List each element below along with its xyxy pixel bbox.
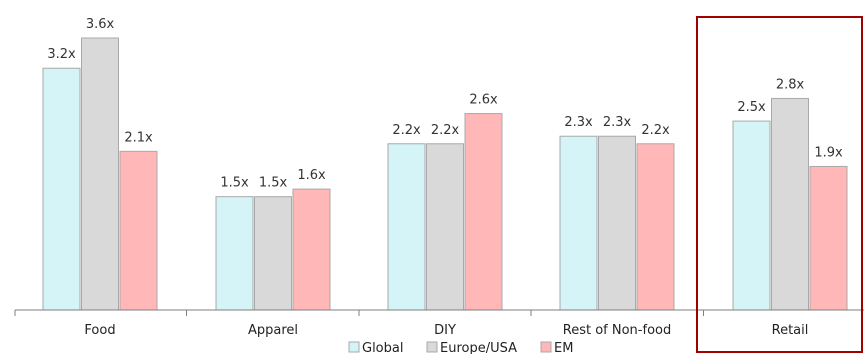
- category-label-retail: Retail: [772, 323, 809, 338]
- category-label-apparel: Apparel: [248, 323, 298, 338]
- bar-retail-global: [732, 120, 771, 311]
- value-label-retail-global: 2.5x: [737, 100, 766, 115]
- legend-label-em: EM: [554, 341, 573, 354]
- legend-label-global: Global: [362, 341, 403, 354]
- legend-swatch-global: [348, 341, 360, 353]
- category-label-rest-of-non-food: Rest of Non-food: [563, 323, 671, 338]
- legend-label-europe-usa: Europe/USA: [440, 341, 517, 354]
- value-label-diy-global: 2.2x: [392, 123, 421, 138]
- legend-swatch-europe-usa: [426, 341, 438, 353]
- category-label-diy: DIY: [434, 323, 456, 338]
- bar-apparel-europe-usa: [254, 196, 292, 311]
- bar-food-em: [119, 150, 158, 311]
- bar-diy-europe-usa: [426, 143, 464, 311]
- value-label-food-em: 2.1x: [124, 130, 153, 145]
- bar-diy-global: [387, 143, 426, 311]
- bars-layer: [42, 37, 848, 311]
- bar-food-europe-usa: [81, 37, 119, 311]
- bar-apparel-em: [292, 188, 331, 311]
- x-axis: [14, 309, 864, 316]
- bar-rest-of-non-food-global: [559, 135, 598, 311]
- value-label-food-europe-usa: 3.6x: [86, 17, 115, 32]
- value-label-apparel-europe-usa: 1.5x: [259, 176, 288, 191]
- value-label-rest-of-non-food-em: 2.2x: [641, 123, 670, 138]
- bar-rest-of-non-food-em: [636, 143, 675, 311]
- legend: Global Europe/USA EM: [348, 341, 573, 354]
- bar-rest-of-non-food-europe-usa: [598, 135, 636, 311]
- value-label-food-global: 3.2x: [47, 47, 76, 62]
- value-label-retail-europe-usa: 2.8x: [776, 77, 805, 92]
- legend-swatch-em: [540, 341, 552, 353]
- value-label-retail-em: 1.9x: [814, 145, 843, 160]
- value-label-diy-europe-usa: 2.2x: [431, 123, 460, 138]
- category-labels-layer: Food Apparel DIY Rest of Non-food Retail: [84, 323, 808, 338]
- bar-apparel-global: [215, 196, 254, 311]
- bar-diy-em: [464, 113, 503, 311]
- value-label-rest-of-non-food-global: 2.3x: [564, 115, 593, 130]
- bar-retail-em: [809, 165, 848, 311]
- value-label-apparel-em: 1.6x: [297, 168, 326, 183]
- bar-retail-europe-usa: [771, 97, 809, 311]
- category-label-food: Food: [84, 323, 115, 338]
- value-label-apparel-global: 1.5x: [220, 176, 249, 191]
- value-label-diy-em: 2.6x: [469, 93, 498, 108]
- retail-highlight-box: [696, 16, 863, 353]
- value-label-rest-of-non-food-europe-usa: 2.3x: [603, 115, 632, 130]
- data-labels-layer: 3.2x 3.6x 2.1x 1.5x 1.5x 1.6x 2.2x 2.2x 2.6x 2.3x…: [47, 17, 843, 191]
- bar-food-global: [42, 67, 81, 311]
